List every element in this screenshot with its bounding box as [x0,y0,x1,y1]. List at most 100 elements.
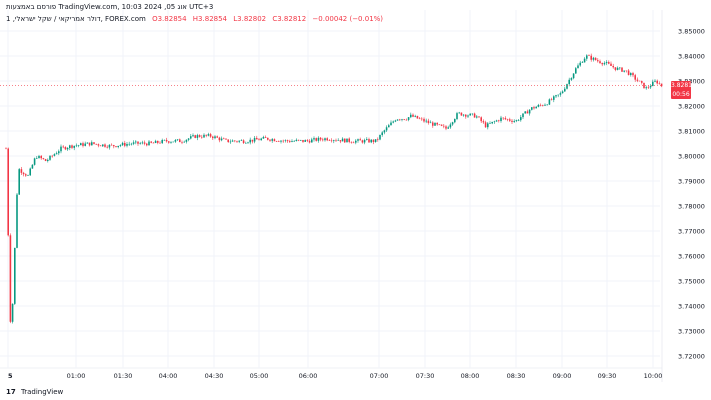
candle-body [581,62,584,63]
candle-body [515,120,518,122]
candle-body [302,139,304,142]
candle-body [256,137,258,140]
candle-body [654,80,656,82]
y-tick-label: 3.81000 [678,128,705,136]
candle-body [605,62,608,64]
candle-body [548,99,551,105]
last-price-badge: 3.82812 00:56 [671,80,696,99]
candle-body [361,140,364,143]
candle-body [586,55,588,59]
candle-body [124,142,126,146]
close-value: C3.82812 [272,15,307,23]
last-price-value: 3.82812 [671,81,696,89]
candle-body [517,120,520,121]
candle-body [262,137,265,139]
candle-body [403,119,405,120]
candle-body [550,99,553,100]
candle-body [238,140,240,142]
candle-body [383,130,386,133]
candle-body [495,120,498,122]
candle-body [385,127,388,131]
candle-body [198,135,201,137]
candle-body [341,138,344,142]
candle-body [328,140,331,141]
x-tick-label: 05:00 [250,372,269,380]
x-tick-label: 01:30 [114,372,133,380]
candle-body [416,115,419,119]
candle-body [179,139,181,143]
candle-body [390,122,392,126]
candle-body [165,139,168,142]
candle-body [372,139,375,143]
candle-body [29,168,31,176]
tradingview-footer[interactable]: 17 TradingView [6,388,63,396]
candle-body [636,79,639,81]
candle-body [324,138,326,141]
candle-body [522,113,524,118]
candle-body [641,81,643,83]
candles [5,53,663,324]
candle-body [412,114,414,117]
candle-body [187,138,190,140]
candle-body [293,141,295,142]
candle-body [231,140,234,142]
candle-body [42,158,45,160]
candle-body [190,136,192,139]
symbol-title: דולר אמריקאי / שקל ישראלי, 1, FOREX.com [6,15,146,23]
x-tick-label: 04:30 [205,372,224,380]
candle-body [38,155,40,159]
candle-body [121,142,124,146]
candle-body [594,57,597,61]
candle-body [396,119,399,121]
candle-body [55,153,58,155]
candle-body [240,140,243,141]
y-tick-label: 3.74000 [678,303,705,311]
candle-body [564,88,566,92]
y-tick-label: 3.85000 [678,28,705,36]
candle-body [506,119,509,120]
candle-body [445,126,447,129]
candle-body [392,121,394,123]
candle-body [434,122,436,126]
candle-body [119,145,122,146]
candle-body [275,141,278,142]
candle-body [319,137,322,140]
candle-body [535,106,537,109]
x-tick-label: 5 [8,372,13,380]
candle-body [284,140,287,141]
x-tick-label: 06:00 [299,372,318,380]
x-tick-label: 08:00 [461,372,480,380]
candle-body [575,68,577,74]
candle-body [344,138,346,143]
candle-body [51,155,53,157]
candle-body [31,164,34,169]
candle-body [14,247,16,304]
candle-body [82,143,84,146]
candle-body [561,91,564,94]
candle-body [93,142,95,144]
candle-body [542,105,544,106]
candle-body [346,138,348,143]
candle-body [102,144,104,147]
candle-body [357,139,359,141]
candle-body [489,123,491,124]
candle-body [326,138,328,141]
candle-body [207,134,210,136]
candle-body [227,139,229,143]
candle-body [104,144,106,147]
candle-body [253,137,256,142]
candle-body [44,159,47,161]
time-axis: 5 01:00 01:30 04:00 04:30 05:00 06:00 07:00 07:3… [8,372,662,380]
candle-body [7,148,9,236]
candle-body [539,104,542,106]
candle-body [630,73,632,75]
candle-body [469,113,471,116]
candle-body [25,174,27,176]
candle-body [557,94,559,96]
candle-body [460,112,463,116]
ohlc-legend: דולר אמריקאי / שקל ישראלי, 1, FOREX.com … [6,15,383,23]
candle-body [170,141,172,143]
candle-body [99,145,102,147]
tradingview-logo-icon: 17 [6,388,16,396]
